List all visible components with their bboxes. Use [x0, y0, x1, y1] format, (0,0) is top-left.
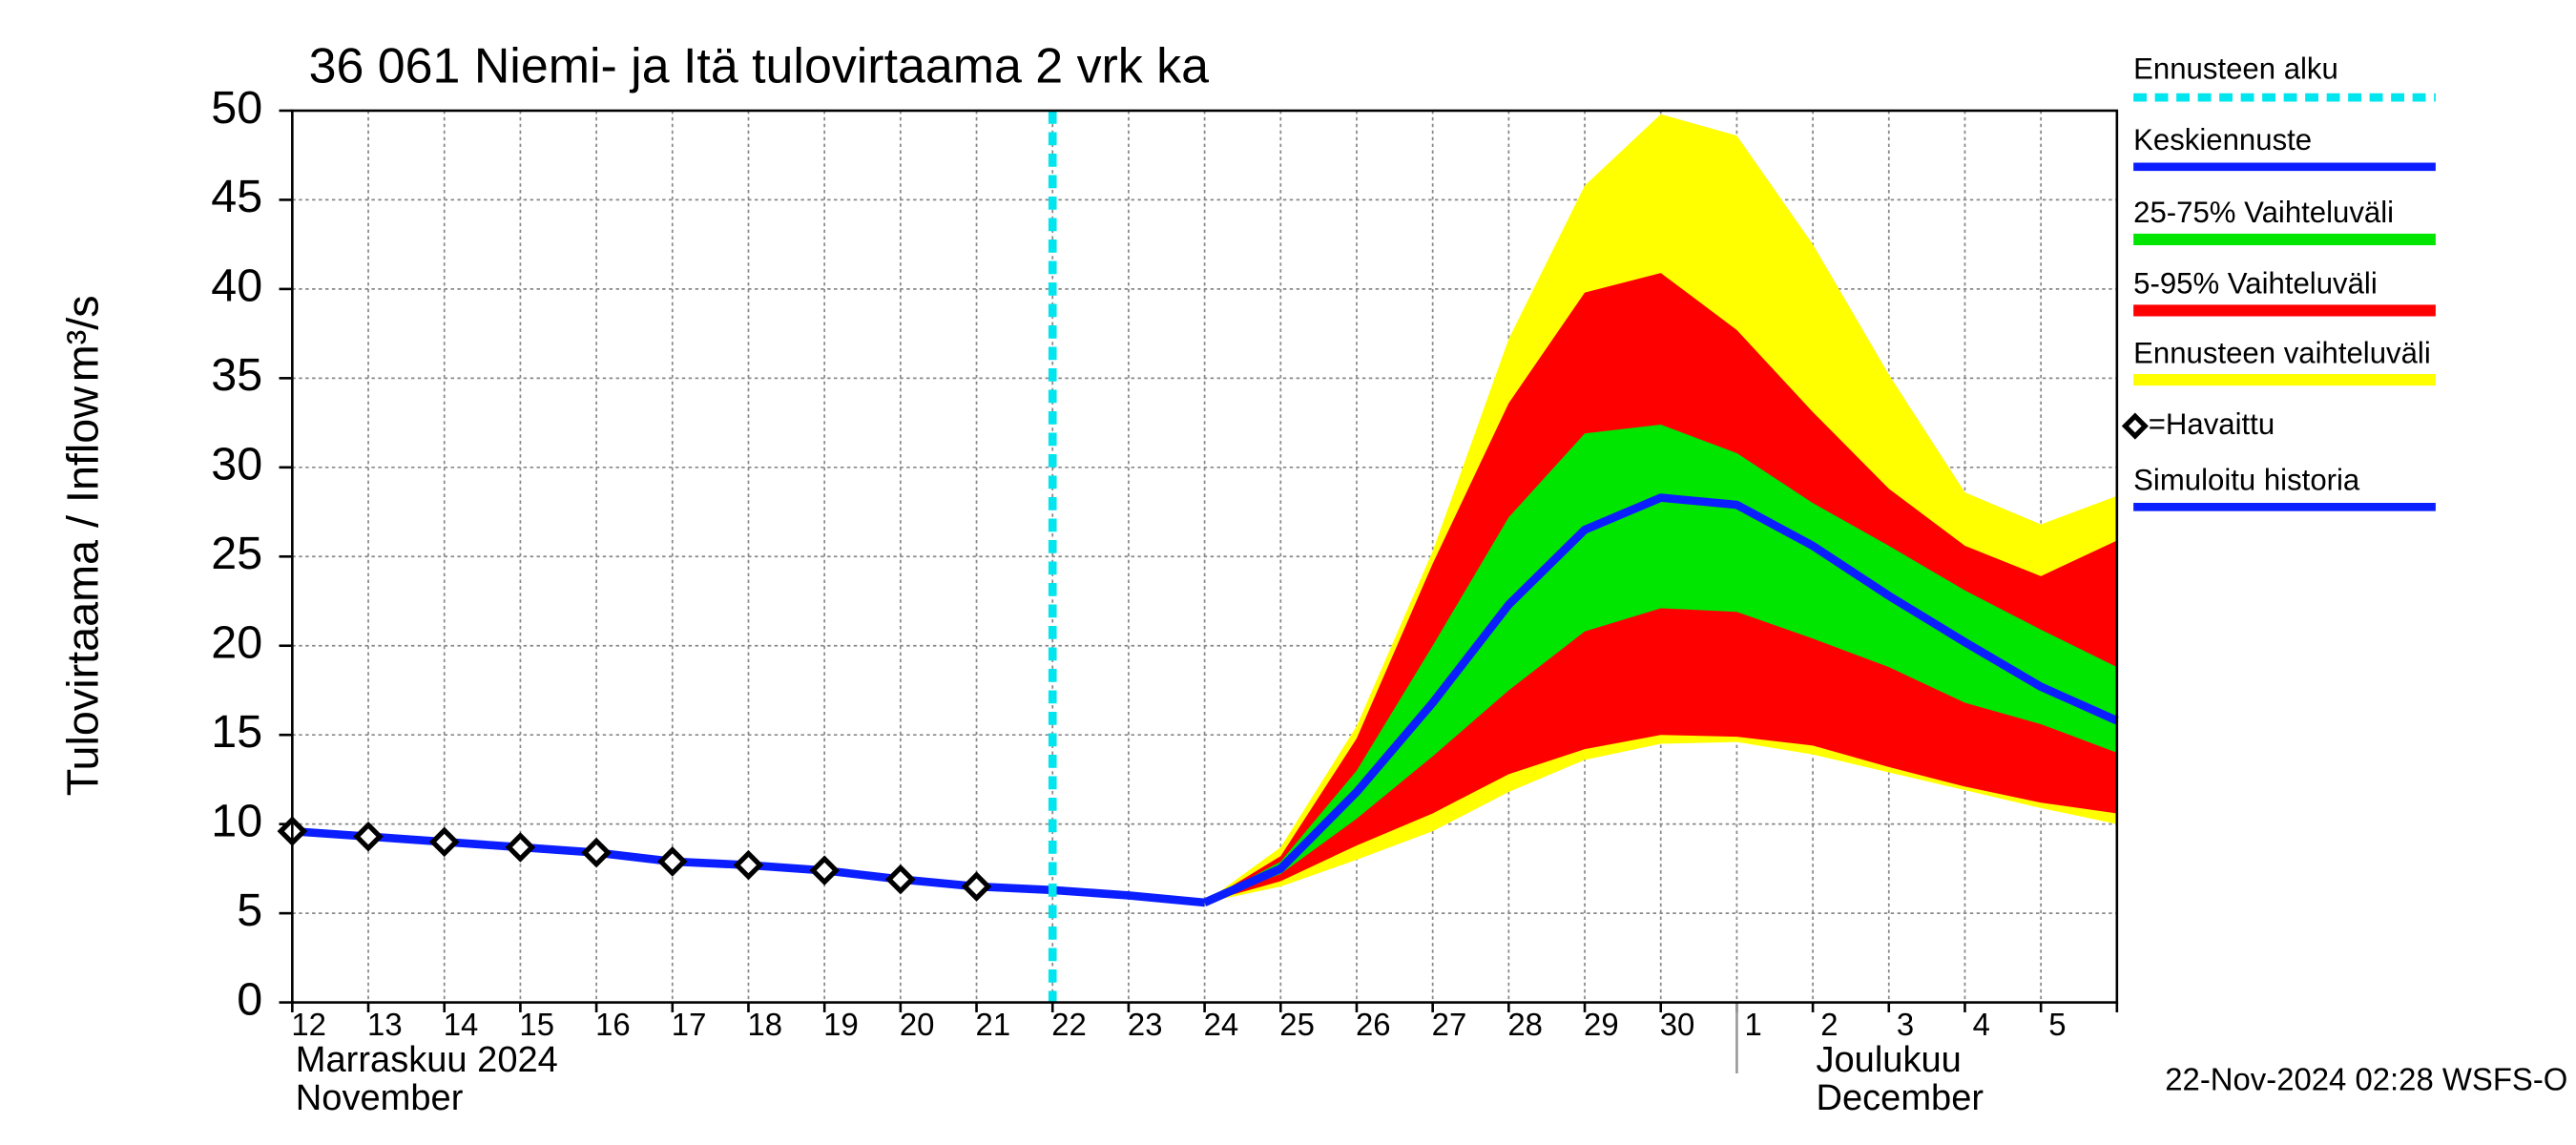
- y-tick-label: 10: [211, 795, 262, 846]
- x-tick-label: 23: [1128, 1007, 1163, 1042]
- legend-label: 25-75% Vaihteluväli: [2133, 196, 2394, 229]
- legend-marker: [2121, 412, 2149, 440]
- observed-marker: [733, 849, 764, 881]
- legend-label: Ennusteen vaihteluväli: [2133, 336, 2431, 369]
- legend-label: Simuloitu historia: [2133, 464, 2360, 497]
- x-tick-label: 2: [1820, 1007, 1838, 1042]
- x-tick-label: 13: [367, 1007, 403, 1042]
- x-tick-label: 4: [1973, 1007, 1990, 1042]
- line: [1202, 493, 2119, 906]
- y-axis-unit: m³/s: [57, 295, 107, 382]
- x-tick-label: 16: [595, 1007, 631, 1042]
- legend-label: Keskiennuste: [2133, 123, 2312, 156]
- x-tick-label: 29: [1584, 1007, 1619, 1042]
- y-tick-label: 30: [211, 439, 262, 490]
- observed-marker: [353, 821, 384, 852]
- x-tick-label: 30: [1660, 1007, 1695, 1042]
- x-tick-label: 14: [444, 1007, 479, 1042]
- observed-marker: [809, 855, 840, 886]
- x-tick-label: 19: [823, 1007, 859, 1042]
- observed-marker: [428, 826, 460, 858]
- y-tick-label: 50: [211, 82, 262, 134]
- month-label: Joulukuu: [1816, 1040, 1961, 1080]
- x-tick-label: 24: [1204, 1007, 1239, 1042]
- y-tick-label: 35: [211, 349, 262, 401]
- month-label: November: [296, 1078, 464, 1118]
- y-tick-label: 20: [211, 617, 262, 669]
- y-tick-label: 15: [211, 706, 262, 758]
- x-tick-label: 25: [1279, 1007, 1315, 1042]
- x-tick-label: 21: [976, 1007, 1011, 1042]
- legend-label: 5-95% Vaihteluväli: [2133, 267, 2378, 301]
- x-tick-label: 22: [1051, 1007, 1087, 1042]
- chart-title: 36 061 Niemi- ja Itä tulovirtaama 2 vrk …: [309, 38, 1209, 94]
- x-tick-label: 20: [900, 1007, 935, 1042]
- y-axis-label: Tulovirtaama / Inflow: [57, 386, 107, 797]
- x-tick-label: 18: [747, 1007, 782, 1042]
- x-tick-label: 1: [1745, 1007, 1762, 1042]
- x-tick-label: 5: [2048, 1007, 2066, 1042]
- x-tick-label: 27: [1432, 1007, 1467, 1042]
- month-label: Marraskuu 2024: [296, 1040, 558, 1080]
- y-tick-label: 40: [211, 260, 262, 312]
- y-tick-label: 5: [237, 885, 262, 936]
- plot-frame: [291, 109, 2119, 1004]
- observed-marker: [581, 837, 612, 868]
- x-tick-label: 17: [672, 1007, 707, 1042]
- x-tick-label: 26: [1356, 1007, 1391, 1042]
- x-tick-label: 12: [291, 1007, 326, 1042]
- y-tick-label: 25: [211, 528, 262, 579]
- x-tick-label: 3: [1897, 1007, 1914, 1042]
- observed-marker: [656, 846, 688, 877]
- legend-label: Ennusteen alku: [2133, 52, 2338, 86]
- observed-marker: [961, 871, 992, 902]
- y-tick-label: 45: [211, 171, 262, 222]
- observed-marker: [505, 832, 536, 863]
- x-tick-label: 28: [1507, 1007, 1543, 1042]
- month-label: December: [1816, 1078, 1984, 1118]
- legend-label: =Havaittu: [2149, 407, 2275, 441]
- observed-marker: [885, 864, 916, 895]
- x-tick-label: 15: [519, 1007, 554, 1042]
- y-tick-label: 0: [237, 973, 262, 1025]
- footer: 22-Nov-2024 02:28 WSFS-O: [2165, 1061, 2567, 1096]
